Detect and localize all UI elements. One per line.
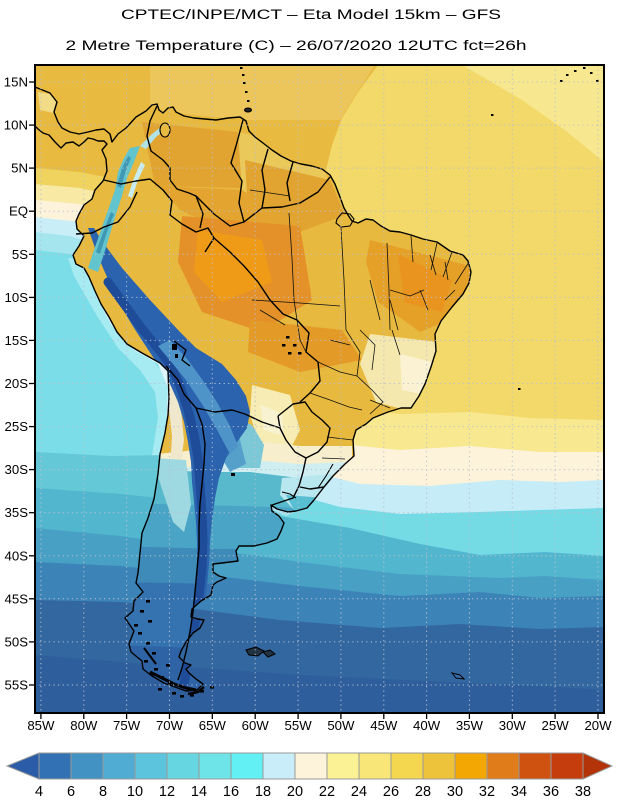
svg-text:34: 34 <box>511 784 527 800</box>
svg-text:CPTEC/INPE/MCT – Eta Model 15: CPTEC/INPE/MCT – Eta Model 15km – GFS <box>121 7 501 23</box>
svg-text:36: 36 <box>543 784 559 800</box>
svg-text:20S: 20S <box>5 376 29 391</box>
svg-text:85W: 85W <box>27 718 55 733</box>
svg-text:10: 10 <box>127 784 143 800</box>
svg-text:10S: 10S <box>5 290 29 305</box>
svg-text:20W: 20W <box>584 718 612 733</box>
svg-text:70W: 70W <box>156 718 184 733</box>
svg-text:65W: 65W <box>199 718 227 733</box>
svg-text:40S: 40S <box>5 548 29 563</box>
svg-text:15S: 15S <box>5 333 29 348</box>
svg-text:35S: 35S <box>5 505 29 520</box>
svg-text:5S: 5S <box>12 247 28 262</box>
svg-text:2 Metre Temperature (C) – 26/0: 2 Metre Temperature (C) – 26/07/2020 12U… <box>66 38 527 54</box>
svg-text:26: 26 <box>383 784 399 800</box>
svg-text:25S: 25S <box>5 419 29 434</box>
svg-text:15N: 15N <box>4 75 28 90</box>
svg-text:30W: 30W <box>499 718 527 733</box>
svg-text:28: 28 <box>415 784 431 800</box>
svg-text:12: 12 <box>159 784 175 800</box>
svg-text:40W: 40W <box>413 718 441 733</box>
svg-text:10N: 10N <box>4 118 28 133</box>
svg-text:45W: 45W <box>370 718 398 733</box>
svg-text:24: 24 <box>351 784 367 800</box>
svg-text:20: 20 <box>287 784 303 800</box>
svg-text:80W: 80W <box>70 718 98 733</box>
svg-text:32: 32 <box>479 784 495 800</box>
svg-text:8: 8 <box>99 784 107 800</box>
svg-text:55W: 55W <box>285 718 313 733</box>
svg-text:6: 6 <box>67 784 75 800</box>
svg-text:50S: 50S <box>5 634 29 649</box>
svg-text:25W: 25W <box>542 718 570 733</box>
svg-text:22: 22 <box>319 784 335 800</box>
svg-text:4: 4 <box>35 784 43 800</box>
svg-text:45S: 45S <box>5 591 29 606</box>
svg-text:38: 38 <box>575 784 591 800</box>
svg-text:35W: 35W <box>456 718 484 733</box>
svg-text:16: 16 <box>223 784 239 800</box>
svg-text:60W: 60W <box>242 718 270 733</box>
svg-text:50W: 50W <box>327 718 355 733</box>
svg-text:30: 30 <box>447 784 463 800</box>
svg-text:EQ: EQ <box>9 204 28 219</box>
svg-text:55S: 55S <box>5 678 29 693</box>
svg-text:5N: 5N <box>11 161 28 176</box>
svg-text:14: 14 <box>191 784 207 800</box>
svg-text:75W: 75W <box>113 718 141 733</box>
svg-text:18: 18 <box>255 784 271 800</box>
svg-text:30S: 30S <box>5 462 29 477</box>
